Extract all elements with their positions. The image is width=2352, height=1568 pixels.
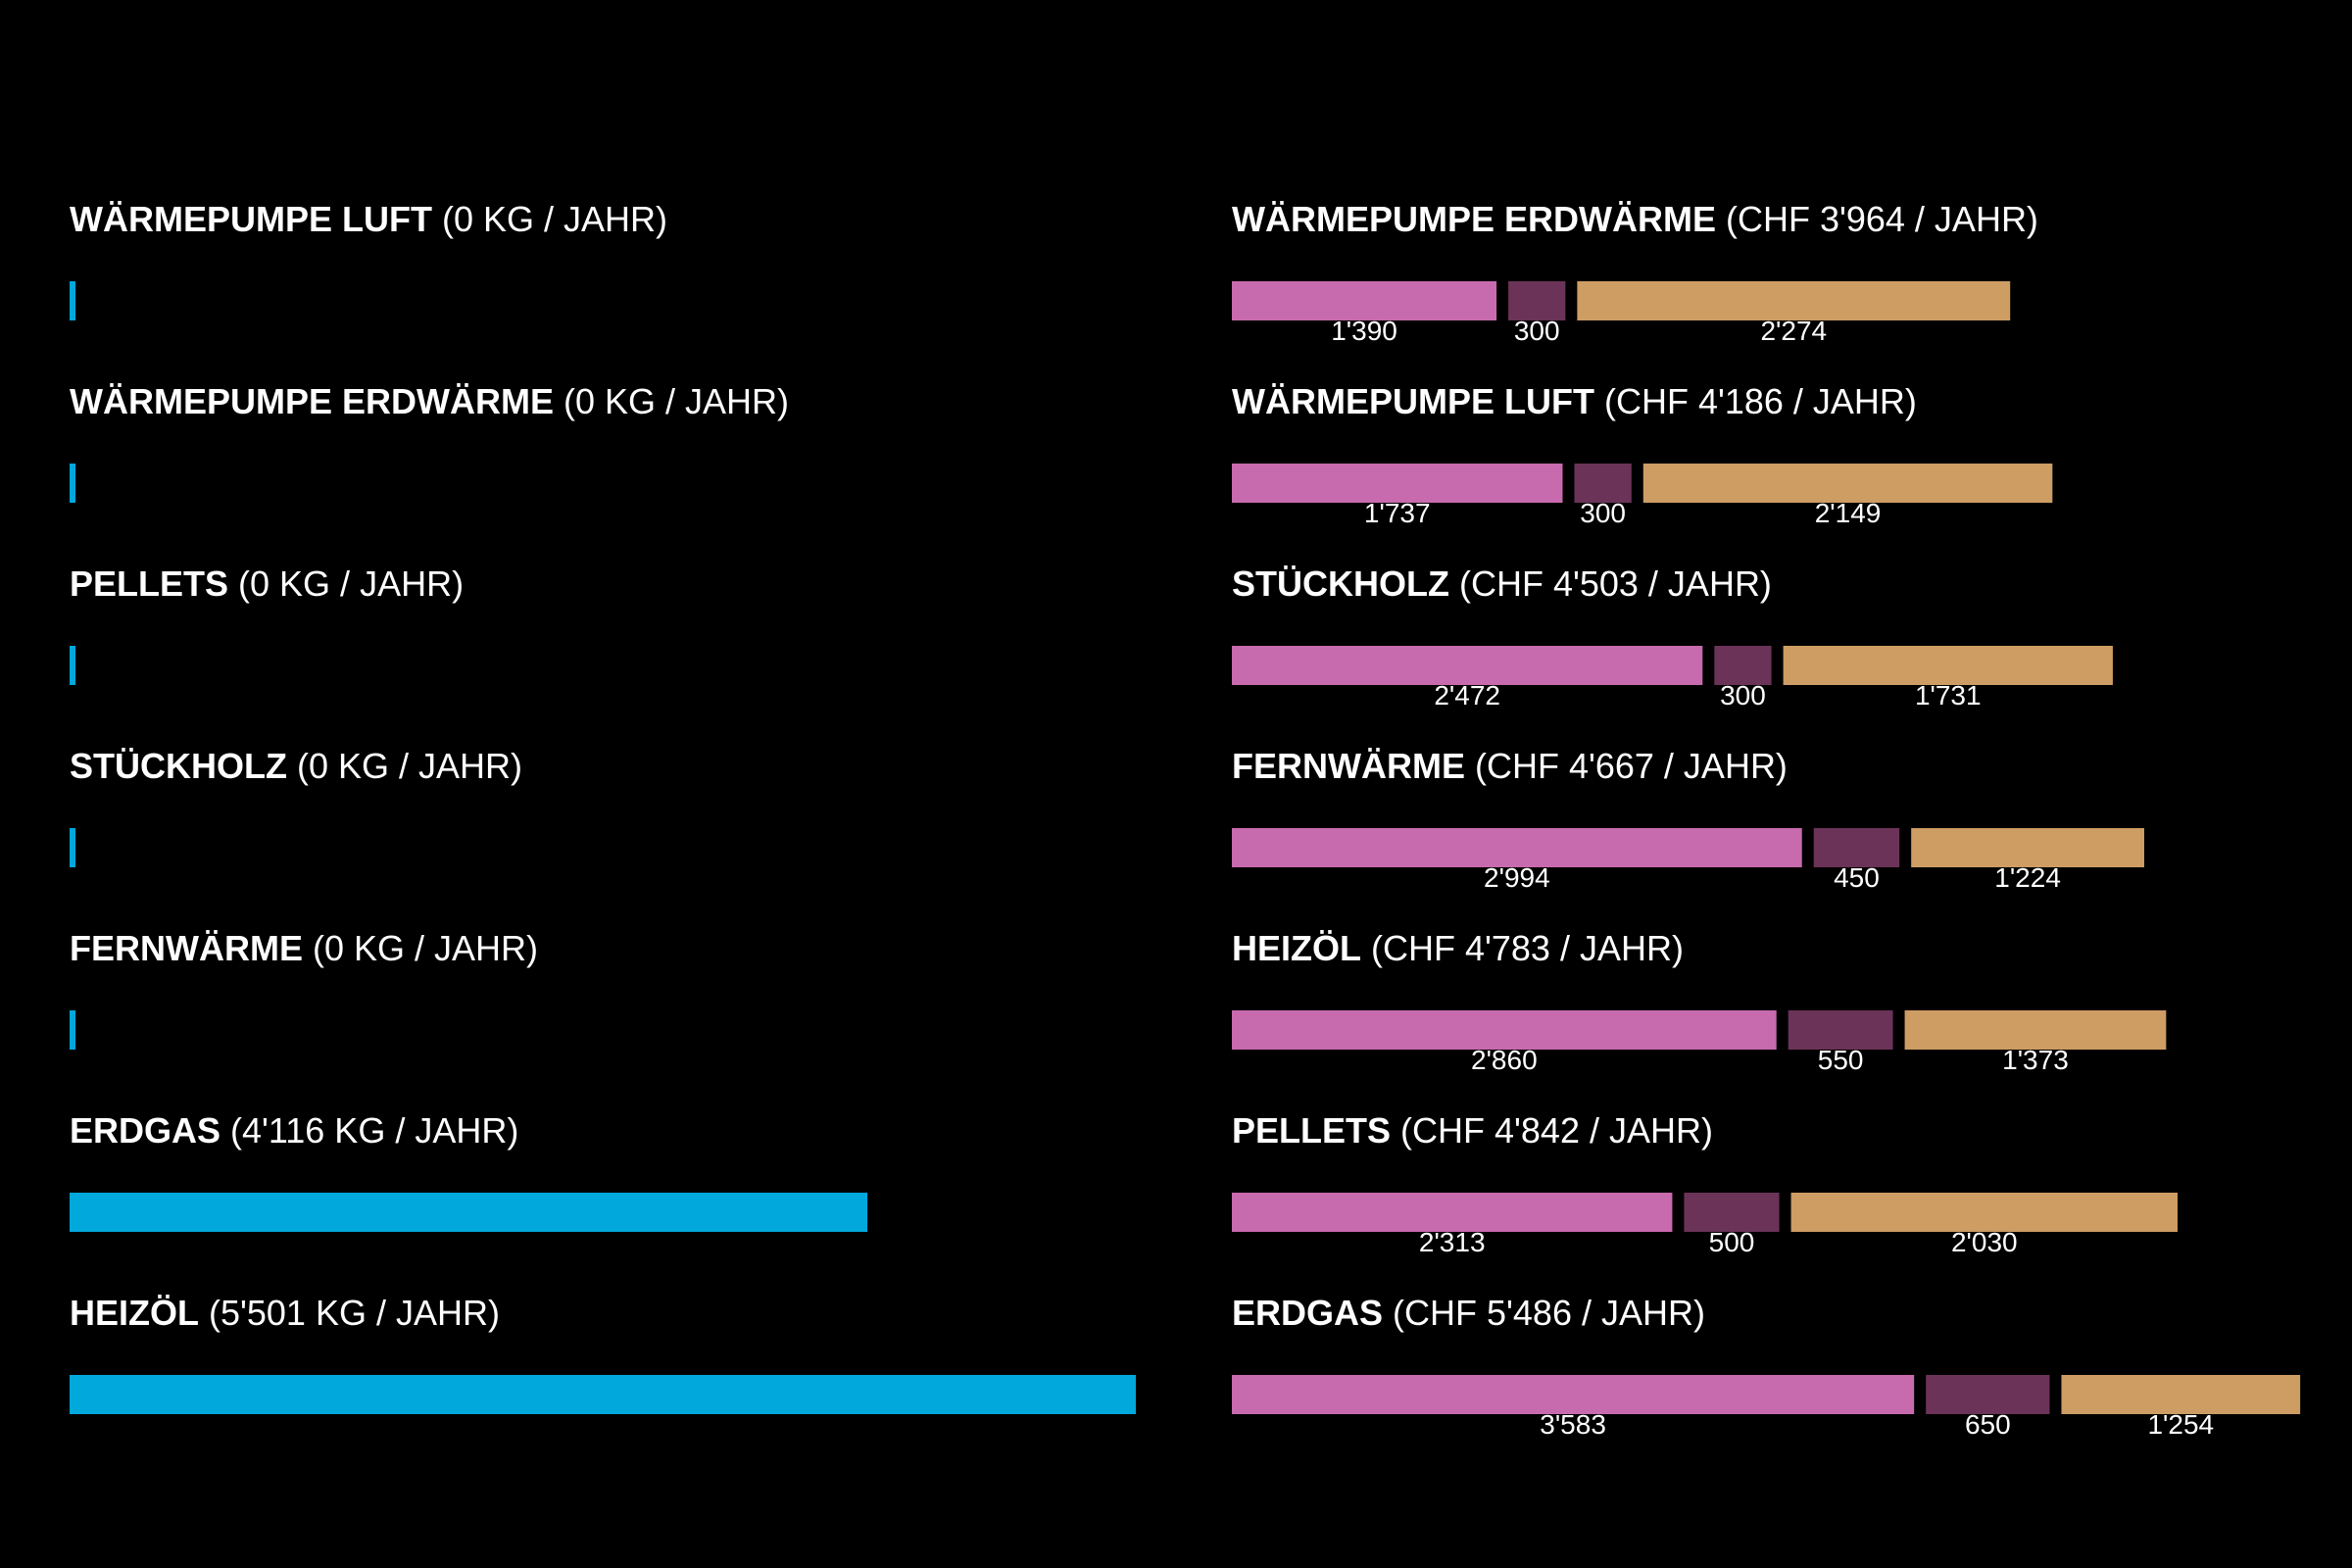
right-title-2-value: (CHF 4'503 / JAHR) [1449, 564, 1772, 604]
left-title-6-category: HEIZÖL [70, 1293, 199, 1333]
right-bar-0-seg-0 [1232, 281, 1497, 320]
right-bar-3-seg-0 [1232, 828, 1802, 867]
right-title-6-value: (CHF 5'486 / JAHR) [1383, 1293, 1705, 1333]
right-value-label-1-1: 300 [1580, 498, 1626, 528]
right-bar-0-seg-1 [1508, 281, 1566, 320]
right-title-1-value: (CHF 4'186 / JAHR) [1594, 381, 1917, 421]
right-value-label-2-1: 300 [1720, 680, 1766, 710]
left-bar-2 [70, 646, 75, 685]
right-bar-6-seg-0 [1232, 1375, 1915, 1414]
left-title-3-value: (0 KG / JAHR) [287, 746, 522, 786]
right-title-5: PELLETS (CHF 4'842 / JAHR) [1232, 1110, 1713, 1151]
right-bar-5-seg-1 [1684, 1193, 1780, 1232]
right-bar-5-seg-0 [1232, 1193, 1673, 1232]
left-title-6-value: (5'501 KG / JAHR) [199, 1293, 500, 1333]
right-title-6-category: ERDGAS [1232, 1293, 1383, 1333]
right-title-5-value: (CHF 4'842 / JAHR) [1391, 1110, 1713, 1151]
right-value-label-0-0: 1'390 [1331, 316, 1397, 346]
right-value-label-6-2: 1'254 [2147, 1409, 2214, 1440]
left-title-5-category: ERDGAS [70, 1110, 220, 1151]
right-bar-1-seg-1 [1574, 464, 1632, 503]
left-title-0-value: (0 KG / JAHR) [432, 199, 667, 239]
left-bar-0 [70, 281, 75, 320]
left-title-5: ERDGAS (4'116 KG / JAHR) [70, 1110, 518, 1151]
right-title-3-category: FERNWÄRME [1232, 746, 1465, 786]
right-title-4-category: HEIZÖL [1232, 928, 1361, 968]
right-value-label-4-2: 1'373 [2002, 1045, 2069, 1075]
right-title-0-value: (CHF 3'964 / JAHR) [1716, 199, 2038, 239]
right-title-2-category: STÜCKHOLZ [1232, 564, 1449, 604]
right-value-label-5-1: 500 [1709, 1227, 1755, 1257]
right-bar-6-seg-1 [1926, 1375, 2050, 1414]
left-title-3-category: STÜCKHOLZ [70, 746, 287, 786]
right-value-label-3-1: 450 [1834, 862, 1880, 893]
right-title-1-category: WÄRMEPUMPE LUFT [1232, 381, 1594, 421]
right-value-label-0-2: 2'274 [1760, 316, 1827, 346]
left-title-0-category: WÄRMEPUMPE LUFT [70, 199, 432, 239]
left-bar-5 [70, 1193, 868, 1232]
right-bar-4-seg-0 [1232, 1010, 1777, 1050]
right-value-label-3-2: 1'224 [1994, 862, 2061, 893]
right-bar-2-seg-1 [1714, 646, 1772, 685]
left-title-3: STÜCKHOLZ (0 KG / JAHR) [70, 746, 522, 786]
right-bar-1-seg-0 [1232, 464, 1563, 503]
right-title-6: ERDGAS (CHF 5'486 / JAHR) [1232, 1293, 1705, 1333]
right-value-label-2-2: 1'731 [1915, 680, 1982, 710]
left-title-2-category: PELLETS [70, 564, 228, 604]
right-value-label-1-0: 1'737 [1364, 498, 1431, 528]
right-bar-4-seg-2 [1904, 1010, 2167, 1050]
left-title-0: WÄRMEPUMPE LUFT (0 KG / JAHR) [70, 199, 667, 239]
left-title-2: PELLETS (0 KG / JAHR) [70, 564, 464, 604]
left-bar-6 [70, 1375, 1136, 1414]
right-value-label-4-1: 550 [1818, 1045, 1864, 1075]
left-title-5-value: (4'116 KG / JAHR) [220, 1110, 518, 1151]
left-title-1-value: (0 KG / JAHR) [554, 381, 789, 421]
left-title-2-value: (0 KG / JAHR) [228, 564, 464, 604]
right-title-1: WÄRMEPUMPE LUFT (CHF 4'186 / JAHR) [1232, 381, 1917, 421]
right-title-3-value: (CHF 4'667 / JAHR) [1465, 746, 1788, 786]
right-bar-6-seg-2 [2061, 1375, 2301, 1414]
left-bar-1 [70, 464, 75, 503]
right-value-label-5-0: 2'313 [1419, 1227, 1486, 1257]
left-title-1-category: WÄRMEPUMPE ERDWÄRME [70, 381, 554, 421]
right-bar-3-seg-2 [1911, 828, 2144, 867]
right-title-0: WÄRMEPUMPE ERDWÄRME (CHF 3'964 / JAHR) [1232, 199, 2038, 239]
right-value-label-3-0: 2'994 [1484, 862, 1550, 893]
left-title-1: WÄRMEPUMPE ERDWÄRME (0 KG / JAHR) [70, 381, 789, 421]
right-bar-5-seg-2 [1790, 1193, 2178, 1232]
right-bar-4-seg-1 [1788, 1010, 1893, 1050]
right-value-label-1-2: 2'149 [1815, 498, 1882, 528]
right-title-4-value: (CHF 4'783 / JAHR) [1361, 928, 1684, 968]
left-bar-4 [70, 1010, 75, 1050]
right-value-label-0-1: 300 [1514, 316, 1560, 346]
left-title-4-value: (0 KG / JAHR) [303, 928, 538, 968]
right-title-2: STÜCKHOLZ (CHF 4'503 / JAHR) [1232, 564, 1772, 604]
right-value-label-4-0: 2'860 [1471, 1045, 1538, 1075]
right-bar-0-seg-2 [1577, 281, 2011, 320]
right-title-3: FERNWÄRME (CHF 4'667 / JAHR) [1232, 746, 1788, 786]
right-value-label-6-1: 650 [1965, 1409, 2011, 1440]
right-bar-3-seg-1 [1813, 828, 1900, 867]
left-title-6: HEIZÖL (5'501 KG / JAHR) [70, 1293, 500, 1333]
right-bar-2-seg-0 [1232, 646, 1703, 685]
right-value-label-2-0: 2'472 [1434, 680, 1500, 710]
left-bar-3 [70, 828, 75, 867]
right-value-label-6-0: 3'583 [1540, 1409, 1606, 1440]
left-title-4-category: FERNWÄRME [70, 928, 303, 968]
right-bar-1-seg-2 [1642, 464, 2053, 503]
right-title-0-category: WÄRMEPUMPE ERDWÄRME [1232, 199, 1716, 239]
right-bar-2-seg-2 [1783, 646, 2113, 685]
right-title-5-category: PELLETS [1232, 1110, 1391, 1151]
right-value-label-5-2: 2'030 [1951, 1227, 2018, 1257]
left-title-4: FERNWÄRME (0 KG / JAHR) [70, 928, 538, 968]
right-title-4: HEIZÖL (CHF 4'783 / JAHR) [1232, 928, 1684, 968]
